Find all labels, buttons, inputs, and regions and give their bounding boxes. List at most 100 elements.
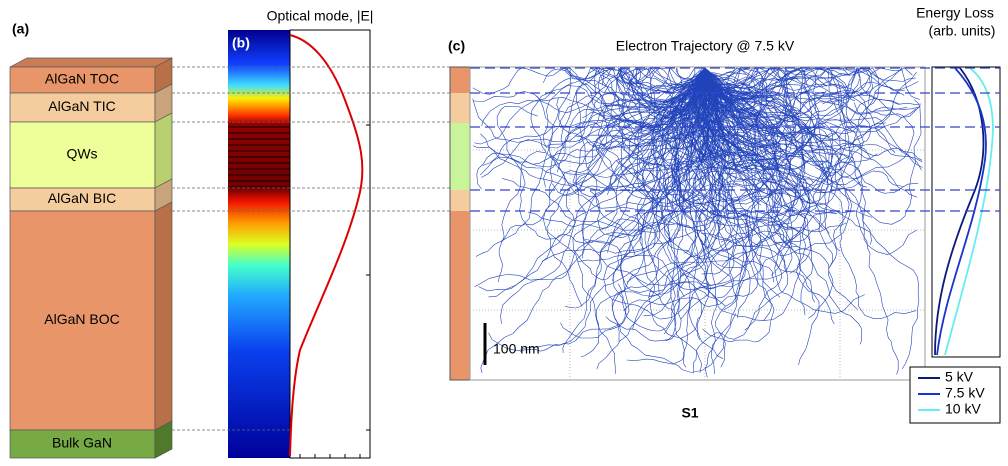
- sample-label: S1: [681, 405, 698, 421]
- trajectory: [704, 67, 905, 112]
- legend-label: 10 kV: [945, 401, 981, 417]
- trajectory: [672, 67, 706, 221]
- trajectory: [704, 67, 922, 225]
- boundary-lines: [470, 67, 1000, 212]
- trajectory: [647, 68, 706, 212]
- trajectory: [488, 67, 706, 352]
- layer: [9, 66, 156, 94]
- mode-colormap: [228, 30, 290, 458]
- trajectory: [704, 67, 913, 154]
- boundary-lines: [172, 66, 470, 431]
- trajectory: [700, 67, 907, 114]
- trajectory: [697, 67, 809, 171]
- layer-label: AlGaN BIC: [48, 190, 116, 206]
- panel-label: (c): [448, 38, 465, 54]
- scale-label: 100 nm: [493, 341, 540, 357]
- trajectories: [472, 66, 923, 378]
- trajectory: [630, 67, 742, 299]
- energy-curve: [936, 67, 987, 356]
- legend-label: 5 kV: [945, 369, 974, 385]
- legend-label: 7.5 kV: [945, 385, 985, 401]
- layer-side: [154, 420, 173, 459]
- panel-label: (a): [12, 21, 29, 37]
- trajectory: [704, 67, 862, 194]
- trajectory: [704, 67, 923, 168]
- trajectory: [704, 67, 864, 266]
- trajectory: [671, 67, 761, 269]
- trajectory: [603, 67, 706, 320]
- trajectory: [698, 67, 812, 274]
- trajectory: [475, 67, 706, 257]
- trajectory: [702, 67, 917, 255]
- trajectory: [578, 67, 713, 262]
- trajectory: [696, 67, 917, 174]
- trajectory: [704, 67, 858, 310]
- plot-frame: [289, 29, 371, 459]
- trajectory: [662, 67, 756, 128]
- trajectory: [620, 67, 713, 298]
- trajectory: [501, 67, 706, 243]
- trajectory: [589, 67, 710, 239]
- panel-title: Electron Trajectory @ 7.5 kV: [616, 38, 795, 54]
- trajectory: [502, 67, 706, 233]
- trajectory: [589, 67, 706, 127]
- trajectory: [704, 67, 919, 194]
- layer-side: [154, 112, 173, 189]
- trajectory: [542, 67, 706, 148]
- trajectory: [701, 67, 853, 256]
- trajectory: [488, 67, 711, 298]
- trajectory: [702, 67, 806, 343]
- trajectory: [702, 66, 863, 185]
- layer-label: AlGaN BOC: [44, 311, 119, 327]
- trajectory: [682, 67, 874, 138]
- layer-stack: AlGaN TOC AlGaN TIC QWs AlGaN BIC AlGaN BOC B…: [9, 57, 173, 459]
- trajectory: [699, 67, 798, 168]
- trajectory: [565, 67, 710, 309]
- trajectory: [541, 67, 716, 262]
- trajectory: [618, 67, 788, 172]
- panel-title: Optical mode, |E|: [267, 8, 374, 24]
- qw-bands: [228, 125, 290, 187]
- trajectory: [620, 67, 737, 207]
- trajectory: [704, 67, 894, 191]
- layer: [9, 210, 156, 431]
- trajectory: [704, 67, 905, 100]
- trajectory: [481, 67, 706, 178]
- mode-profile: [289, 34, 364, 457]
- trajectory: [694, 67, 917, 320]
- layer-label: Bulk GaN: [52, 435, 112, 451]
- trajectory: [480, 67, 706, 168]
- trajectory: [704, 67, 923, 161]
- trajectory: [656, 67, 706, 207]
- trajectory: [704, 67, 853, 186]
- trajectory: [623, 67, 759, 311]
- trajectory: [702, 67, 873, 218]
- trajectory: [704, 67, 921, 139]
- trajectory: [693, 67, 730, 275]
- trajectory: [519, 67, 782, 352]
- trajectory: [694, 67, 917, 156]
- ticks: [299, 124, 370, 458]
- trajectory: [650, 67, 706, 215]
- trajectory: [673, 67, 814, 316]
- trajectory: [704, 67, 860, 131]
- trajectory: [560, 67, 706, 149]
- trajectory: [672, 67, 751, 244]
- trajectory: [474, 67, 706, 145]
- trajectory: [498, 67, 706, 283]
- trajectory: [647, 67, 706, 295]
- trajectory: [474, 67, 706, 288]
- trajectory: [679, 67, 797, 339]
- trajectory: [704, 67, 739, 251]
- panel-label: (b): [232, 35, 250, 51]
- trajectory: [574, 67, 731, 204]
- trajectory: [480, 67, 706, 374]
- trajectory: [703, 67, 863, 345]
- energy-title: (arb. units): [929, 23, 996, 39]
- layer-label: QWs: [66, 146, 97, 162]
- layer-strip: [449, 66, 471, 381]
- layer-side: [154, 201, 173, 431]
- energy-curve: [944, 67, 994, 356]
